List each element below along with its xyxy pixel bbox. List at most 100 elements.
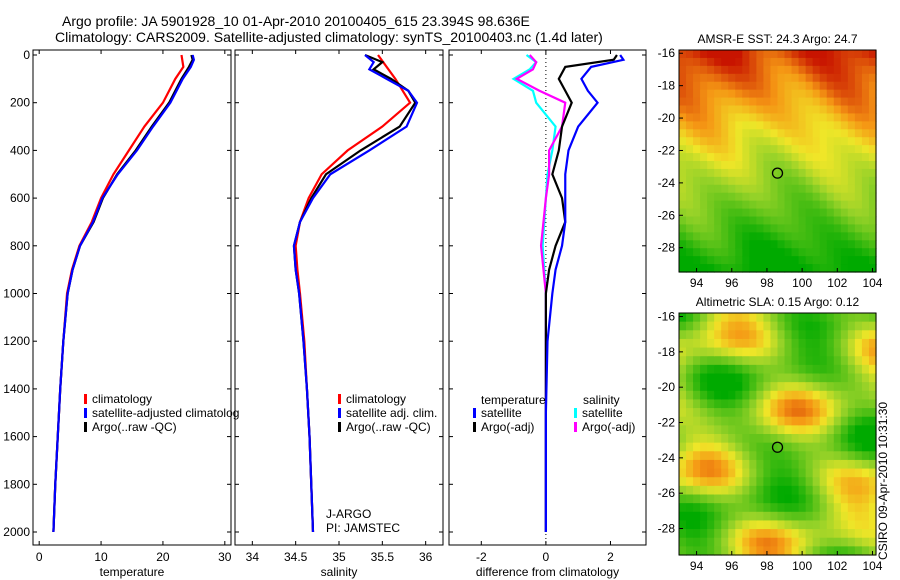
map-cell <box>686 73 694 83</box>
map-cell <box>812 485 821 496</box>
map-cell <box>756 113 765 122</box>
map-cell <box>777 477 786 487</box>
map-cell <box>763 494 772 504</box>
map-cell <box>728 81 736 91</box>
map-cell <box>693 356 701 366</box>
map-cell <box>749 485 757 496</box>
map-cell <box>798 168 807 178</box>
map-cell <box>679 503 687 513</box>
y-tick-label: 1400 <box>3 382 30 396</box>
map-cell <box>791 313 800 323</box>
map-cell <box>686 256 694 265</box>
map-cell <box>819 232 828 241</box>
map-cell <box>854 382 863 392</box>
map-cell <box>728 520 736 530</box>
map-cell <box>819 248 828 257</box>
map-cell <box>728 434 736 444</box>
map-cell <box>700 137 708 146</box>
map-cell <box>721 113 729 122</box>
map-cell <box>791 330 800 340</box>
map-cell <box>749 224 757 233</box>
map-cell <box>679 537 687 547</box>
map-cell <box>763 153 772 162</box>
map-cell <box>812 240 821 249</box>
x-axis-label: temperature <box>100 565 165 579</box>
map-cell <box>728 57 736 67</box>
map-cell <box>798 399 807 409</box>
map-cell <box>707 434 715 444</box>
map-cell <box>721 390 729 401</box>
map-cell <box>756 50 765 59</box>
map-cell <box>700 399 708 409</box>
map-cell <box>749 468 757 478</box>
map-cell <box>749 330 757 340</box>
map-cell <box>756 137 765 146</box>
map-cell <box>721 97 729 107</box>
map-cell <box>777 390 786 401</box>
map-cell <box>721 459 729 470</box>
map-cell <box>826 200 835 210</box>
map-cell <box>840 442 849 452</box>
map-cell <box>861 161 870 170</box>
map-cell <box>735 50 743 59</box>
map-cell <box>868 356 877 366</box>
map-cell <box>749 408 757 418</box>
map-cell <box>693 208 701 218</box>
x-axis-label: difference from climatology <box>476 565 619 579</box>
map-cell <box>763 256 772 265</box>
map-cell <box>847 459 856 470</box>
map-cell <box>714 232 722 241</box>
map-cell <box>770 200 779 210</box>
map-cell <box>791 240 800 249</box>
map-cell <box>728 537 736 547</box>
map-cell <box>728 399 736 409</box>
y-tick-label: -20 <box>658 380 676 394</box>
map-cell <box>819 347 828 357</box>
map-cell <box>840 176 849 186</box>
map-cell <box>854 65 863 75</box>
map-cell <box>686 485 694 496</box>
map-cell <box>777 459 786 470</box>
map-cell <box>798 200 807 210</box>
map-cell <box>763 248 772 257</box>
map-cell <box>742 97 750 107</box>
map-cell <box>826 434 835 444</box>
map-cell <box>686 356 694 366</box>
map-cell <box>784 97 793 107</box>
map-cell <box>826 89 835 99</box>
map-cell <box>763 459 772 470</box>
map-cell <box>756 451 765 461</box>
map-cell <box>735 153 743 162</box>
map-cell <box>707 200 715 210</box>
map-cell <box>707 89 715 99</box>
map-cell <box>742 81 750 91</box>
map-cell <box>826 224 835 233</box>
map-cell <box>749 416 757 426</box>
map-cell <box>840 73 849 83</box>
map-cell <box>791 232 800 241</box>
map-cell <box>742 200 750 210</box>
map-cell <box>819 485 828 496</box>
map-cell <box>749 477 757 487</box>
map-cell <box>861 89 870 99</box>
map-cell <box>721 168 729 178</box>
map-cell <box>763 477 772 487</box>
map-cell <box>679 485 687 496</box>
map-cell <box>798 373 807 383</box>
map-cell <box>679 216 687 226</box>
map-cell <box>791 390 800 401</box>
map-cell <box>756 382 765 392</box>
map-cell <box>693 176 701 186</box>
map-cell <box>707 216 715 226</box>
map-cell <box>840 408 849 418</box>
map-cell <box>784 390 793 401</box>
map-cell <box>826 425 835 435</box>
map-cell <box>798 416 807 426</box>
map-cell <box>742 511 750 522</box>
map-cell <box>777 425 786 435</box>
map-cell <box>749 313 757 323</box>
map-cell <box>728 97 736 107</box>
map-cell <box>847 50 856 59</box>
map-cell <box>707 425 715 435</box>
map-cell <box>833 459 842 470</box>
